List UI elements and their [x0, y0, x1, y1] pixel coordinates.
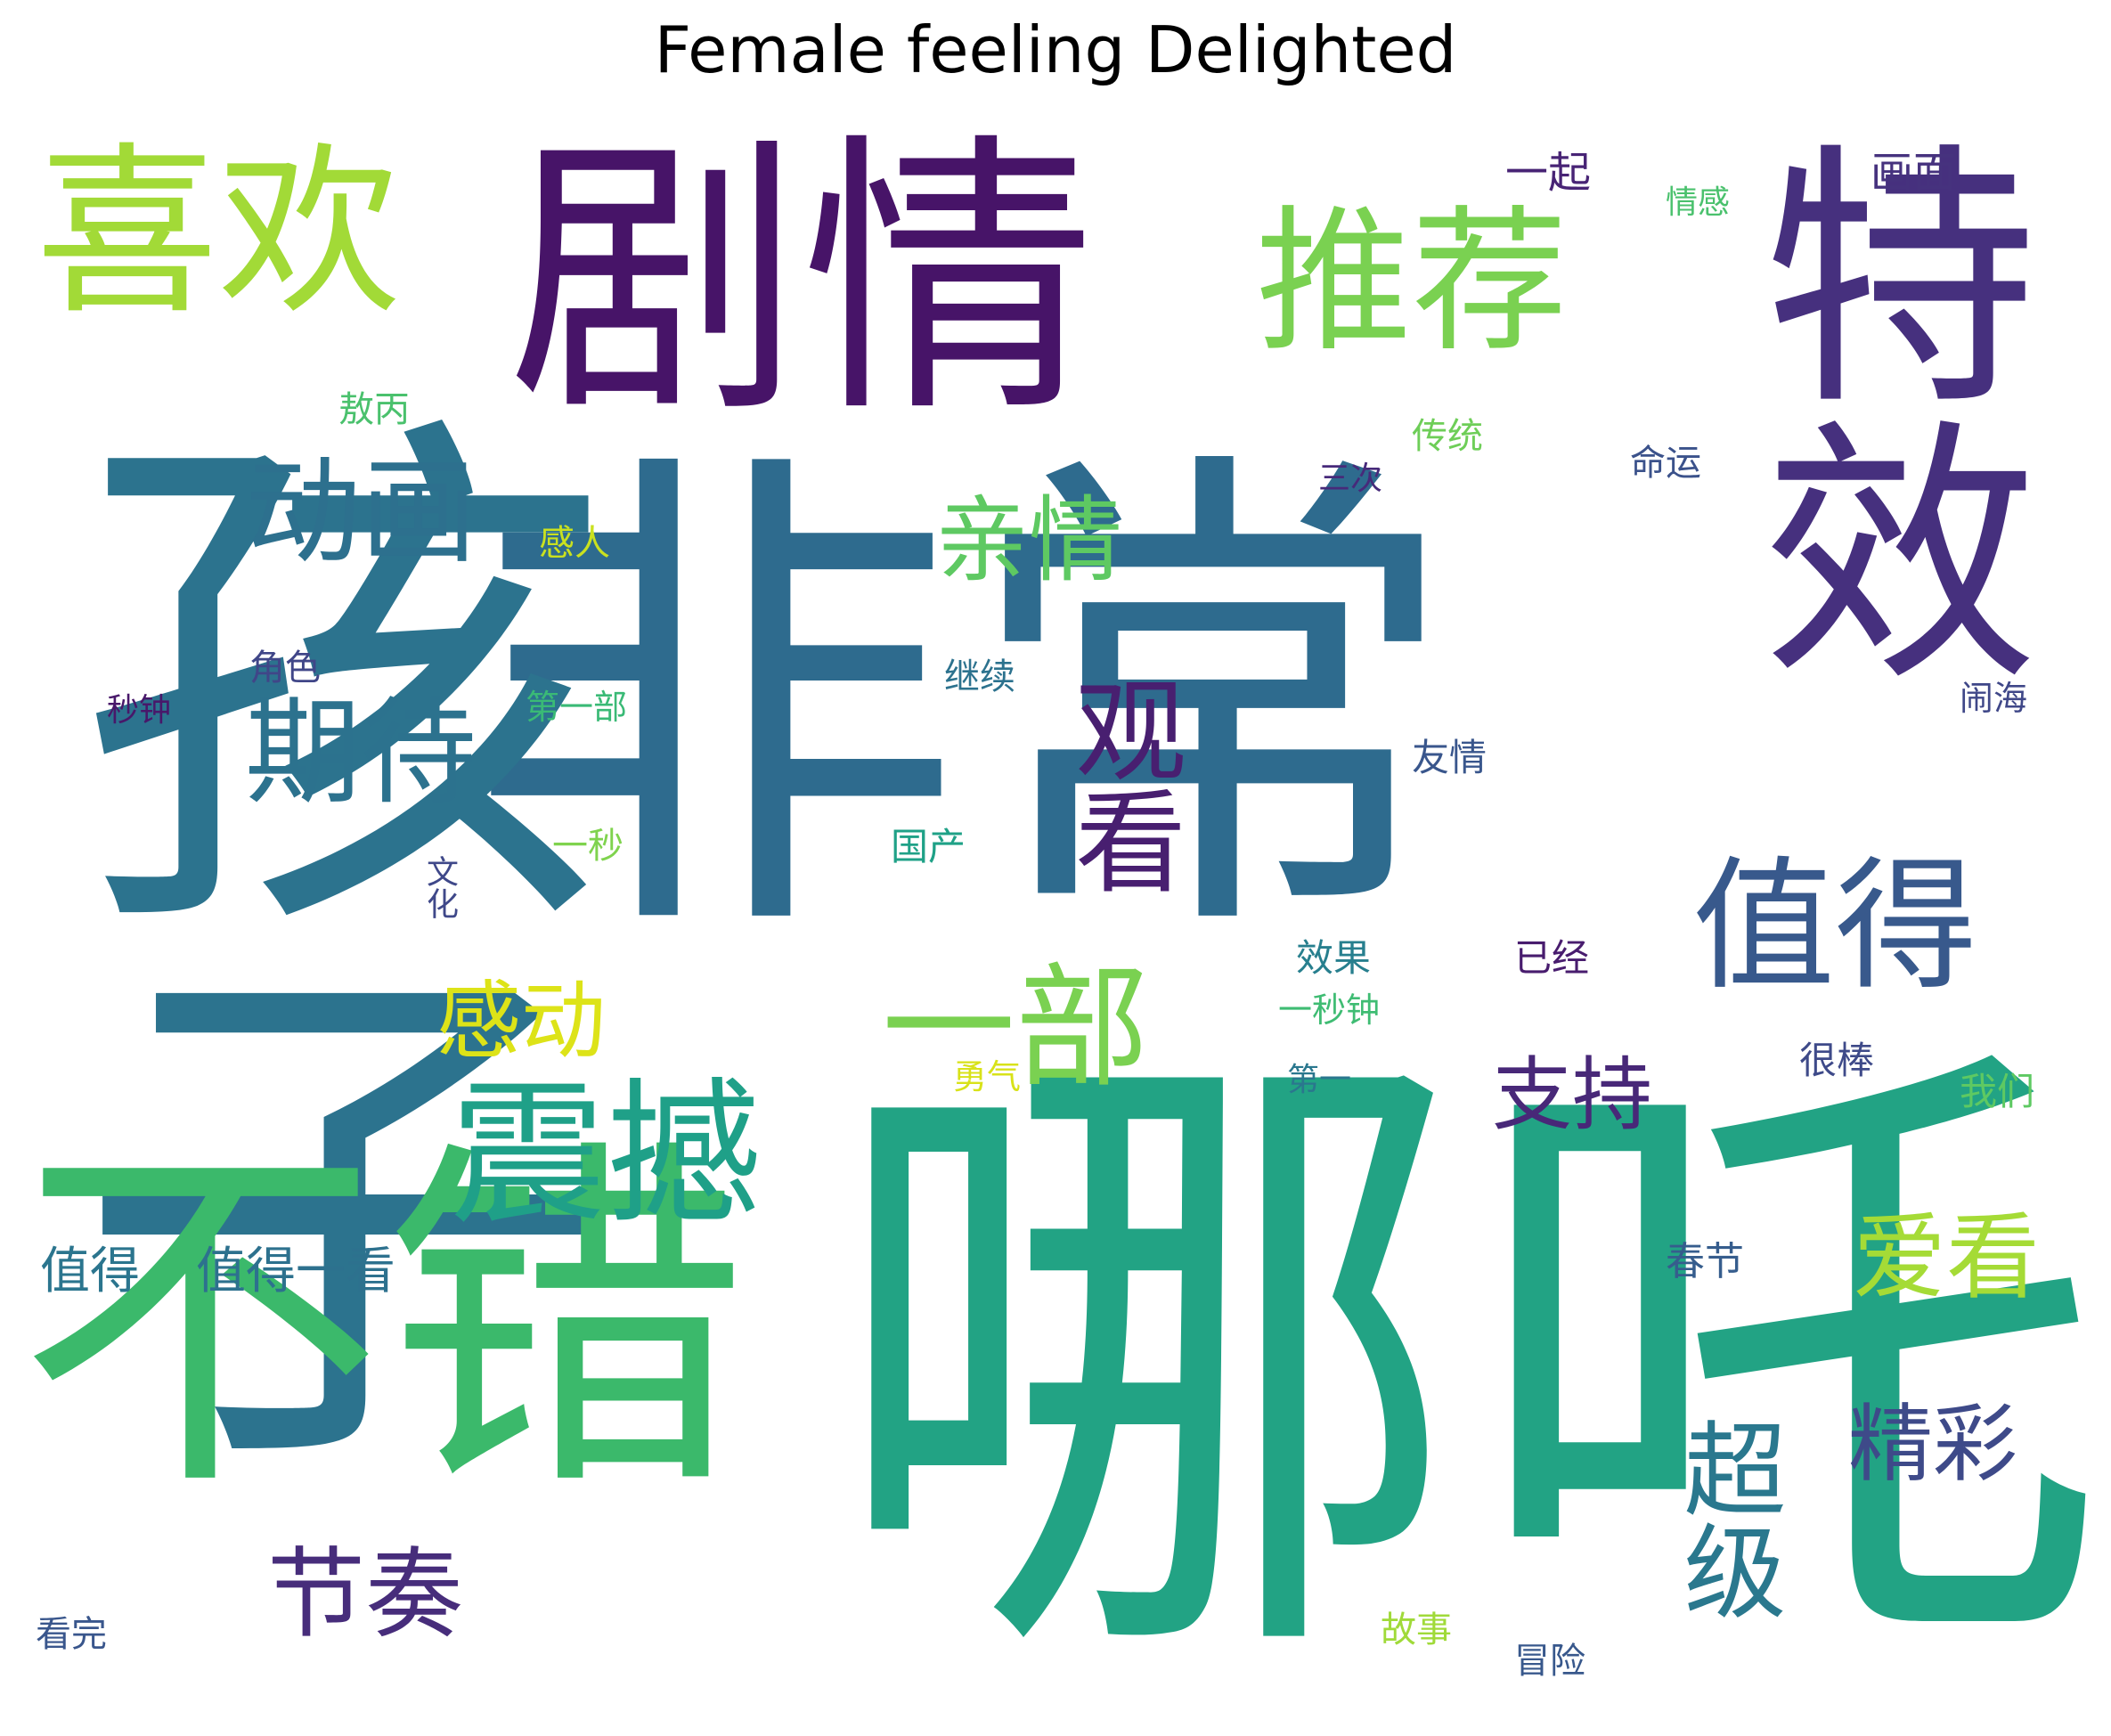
word-cloud-term: 角色: [249, 648, 321, 689]
word-cloud-term: 值得: [1692, 843, 1978, 1009]
word-cloud-term: 支持: [1492, 1048, 1652, 1142]
word-cloud-term: 哪吒: [824, 990, 2107, 1736]
word-cloud-term: 不错: [18, 1110, 748, 1536]
word-cloud-term: 春节: [1666, 1239, 1744, 1284]
word-cloud-term: 动画: [245, 444, 477, 580]
word-cloud-term: 画面: [1871, 148, 1957, 198]
word-cloud-term: 推荐: [1256, 192, 1568, 373]
word-cloud-term: 一秒钟: [1278, 990, 1381, 1030]
word-cloud-term: 继续: [944, 656, 1015, 697]
word-cloud-term: 三次: [1318, 460, 1383, 497]
word-cloud-term: 我们: [1960, 1070, 2035, 1113]
word-cloud-term: 震撼: [450, 1065, 762, 1246]
word-cloud-term: 值得一看: [196, 1243, 395, 1300]
word-cloud-term: 剧情: [508, 110, 1096, 452]
word-cloud-term: 超级: [1667, 1416, 1786, 1621]
word-cloud-term: 值得: [40, 1243, 140, 1300]
word-cloud-term: 观看: [1056, 672, 1185, 895]
word-cloud-term: 勇气: [953, 1057, 1022, 1096]
chart-title: Female feeling Delighted: [654, 12, 1457, 87]
word-cloud-term: 感人: [539, 523, 610, 564]
word-cloud-term: 一部: [882, 951, 1150, 1106]
word-cloud-term: 情感: [1666, 184, 1731, 221]
word-cloud-term: 效果: [1296, 936, 1372, 980]
word-cloud-term: 期待: [245, 685, 477, 820]
word-cloud-term: 很棒: [1799, 1039, 1875, 1082]
word-cloud-term: 爱看: [1853, 1203, 2041, 1312]
word-cloud-term: 敖丙: [338, 389, 410, 430]
word-cloud-term: 文化: [421, 855, 458, 919]
word-cloud-term: 故事: [1381, 1610, 1452, 1650]
word-cloud-term: 友情: [1412, 736, 1487, 779]
word-cloud-term: 喜欢: [36, 127, 401, 339]
word-cloud-term: 闹海: [1960, 679, 2028, 718]
word-cloud-term: 秒钟: [107, 692, 172, 729]
word-cloud-term: 节奏: [267, 1537, 463, 1651]
word-cloud-term: 第一部: [526, 688, 628, 727]
word-cloud-term: 特效: [1715, 134, 2036, 686]
word-cloud-term: 国产: [891, 825, 966, 868]
word-cloud-term: 命运: [1630, 443, 1701, 484]
word-cloud-term: 一秒: [552, 826, 624, 867]
word-cloud-term: 非常: [463, 413, 1461, 994]
word-cloud-term: 亲情: [935, 486, 1123, 595]
word-cloud-term: 已经: [1514, 936, 1590, 980]
word-cloud-term: 感动: [436, 973, 607, 1071]
word-cloud-term: 第一: [1287, 1062, 1352, 1098]
word-cloud-term: 一起: [1505, 148, 1592, 198]
word-cloud-term: 冒险: [1514, 1641, 1585, 1682]
word-cloud-term: 孩子: [0, 401, 606, 1470]
word-cloud-term: 精彩: [1848, 1396, 2018, 1494]
word-cloud-term: 看完: [36, 1614, 107, 1655]
word-cloud-term: 传统: [1412, 416, 1483, 457]
